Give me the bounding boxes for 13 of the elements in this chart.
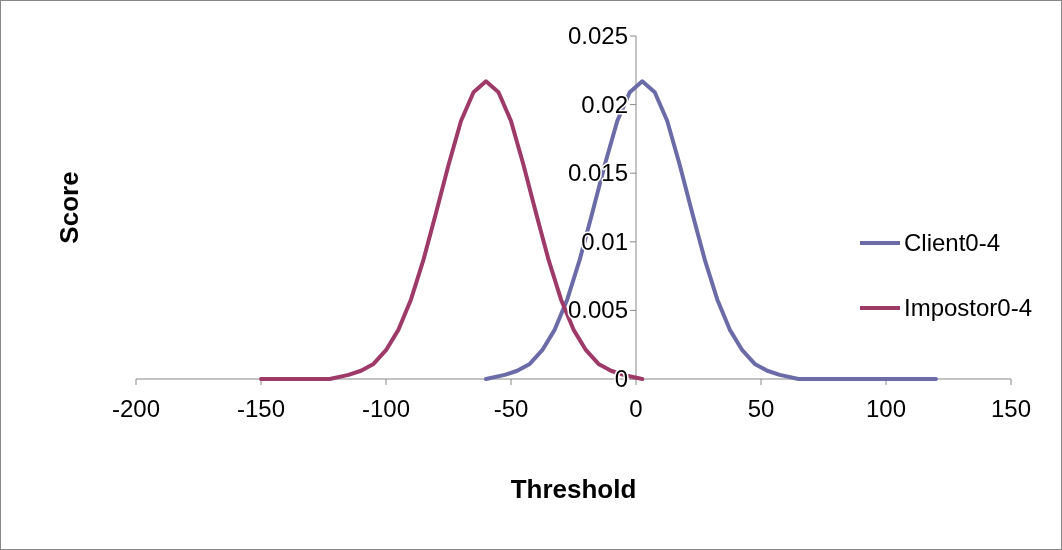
x-tick-label: 150 — [990, 395, 1032, 422]
legend-label: Impostor0-4 — [904, 294, 1033, 321]
y-tick-label: 0.025 — [567, 22, 628, 49]
y-axis-title: Score — [54, 171, 84, 244]
x-tick-label: -200 — [111, 395, 161, 422]
x-tick-label: -150 — [236, 395, 286, 422]
x-tick-label: 50 — [747, 395, 775, 422]
x-tick-label: 100 — [865, 395, 907, 422]
x-tick-label: -50 — [493, 395, 529, 422]
legend-label: Client0-4 — [904, 229, 1001, 256]
y-tick-label: 0.005 — [567, 296, 628, 324]
x-tick-label: -100 — [361, 395, 411, 422]
x-axis-title: Threshold — [510, 474, 637, 504]
